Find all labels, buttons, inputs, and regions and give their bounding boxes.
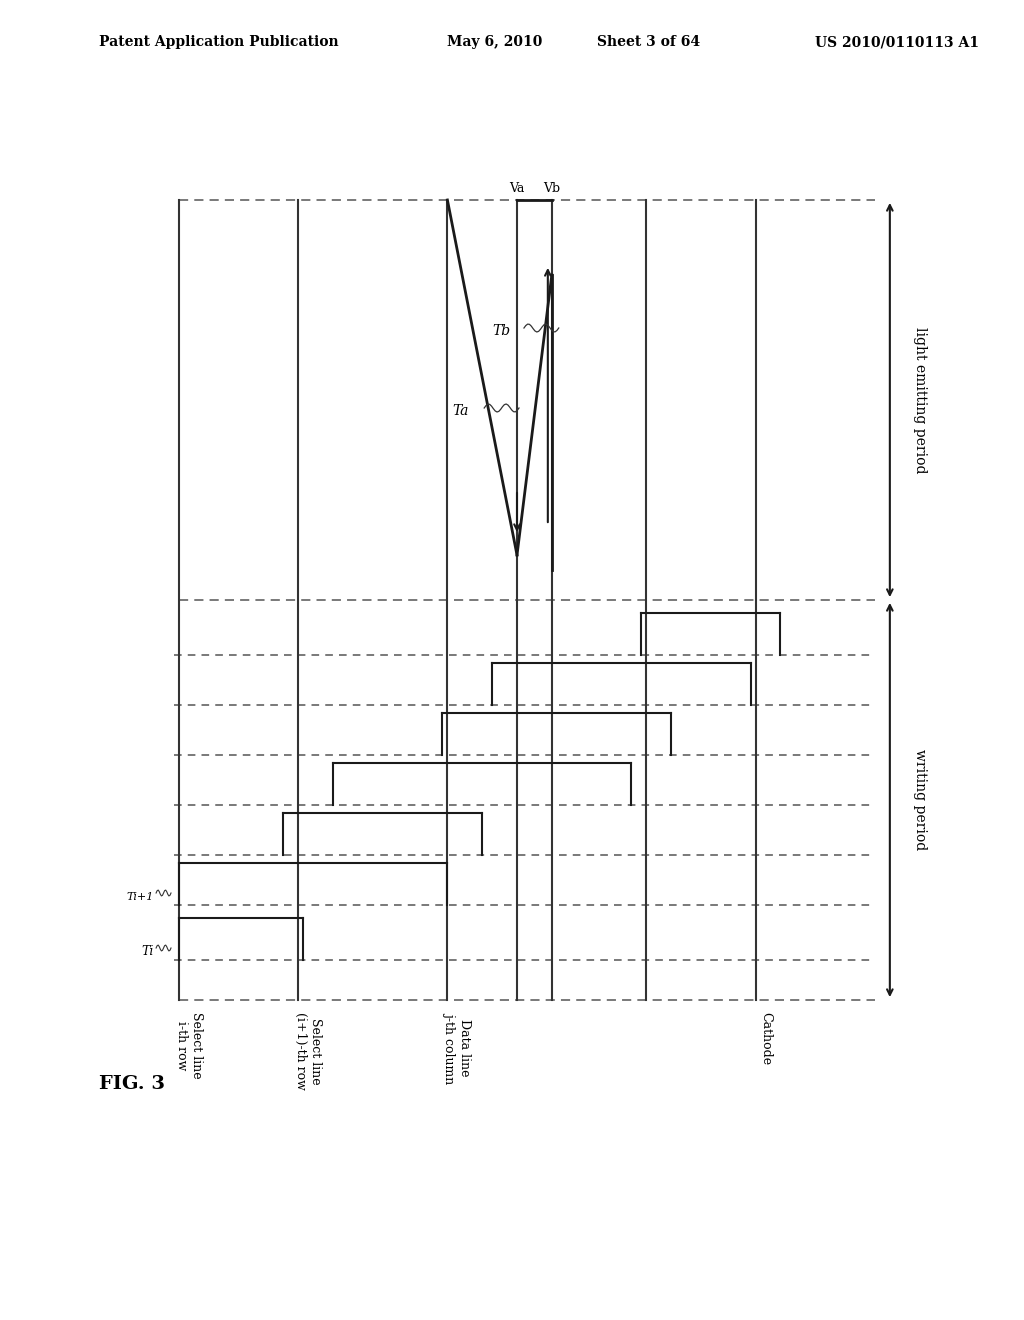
Text: Cathode: Cathode bbox=[759, 1012, 772, 1065]
Text: May 6, 2010: May 6, 2010 bbox=[447, 36, 543, 49]
Text: Patent Application Publication: Patent Application Publication bbox=[99, 36, 339, 49]
Text: Ti: Ti bbox=[141, 945, 154, 958]
Text: Data line
j-th column: Data line j-th column bbox=[443, 1012, 471, 1084]
Text: Ta: Ta bbox=[453, 404, 469, 418]
Text: Sheet 3 of 64: Sheet 3 of 64 bbox=[597, 36, 699, 49]
Text: Tb: Tb bbox=[493, 323, 510, 338]
Text: Select line
i-th row: Select line i-th row bbox=[175, 1012, 203, 1078]
Text: Vb: Vb bbox=[544, 182, 560, 195]
Text: Va: Va bbox=[509, 182, 524, 195]
Text: FIG. 3: FIG. 3 bbox=[99, 1074, 166, 1093]
Text: Ti+1: Ti+1 bbox=[127, 892, 154, 902]
Text: Select line
(i+1)-th row: Select line (i+1)-th row bbox=[294, 1012, 323, 1090]
Text: US 2010/0110113 A1: US 2010/0110113 A1 bbox=[815, 36, 979, 49]
Text: light emitting period: light emitting period bbox=[912, 327, 927, 474]
Text: writing period: writing period bbox=[912, 750, 927, 850]
